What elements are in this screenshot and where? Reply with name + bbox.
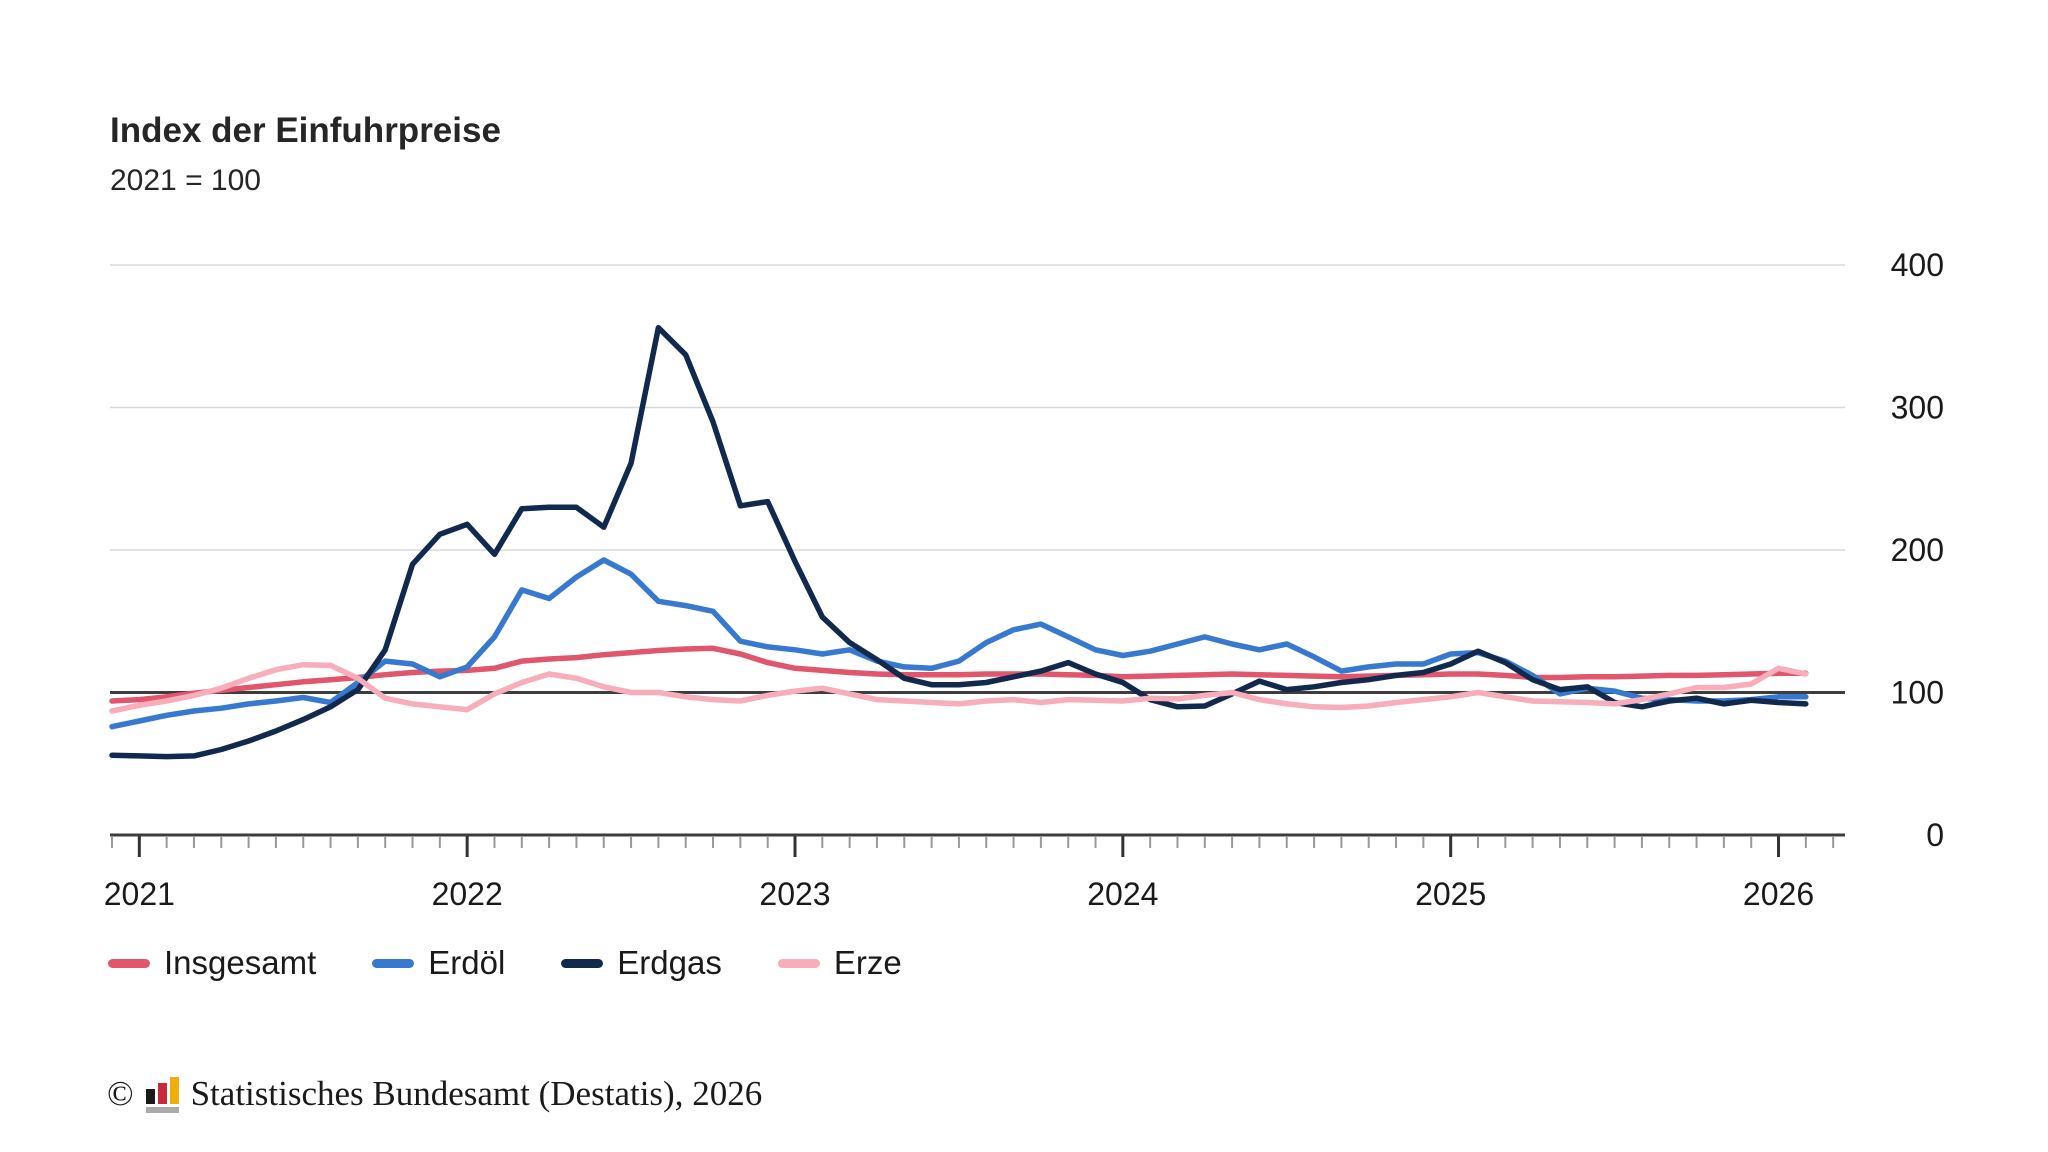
x-axis-label-2025: 2025 — [1415, 876, 1486, 912]
source-footer: © Statistisches Bundesamt (Destatis), 20… — [107, 1074, 762, 1114]
legend-label: Erze — [833, 944, 902, 981]
y-axis-label: 300 — [1891, 390, 1944, 426]
logo-bar-black — [145, 1088, 155, 1104]
series-line-erdöl — [109, 557, 1809, 730]
y-axis-label: 100 — [1891, 675, 1944, 711]
copyright-symbol: © — [107, 1074, 134, 1113]
y-axis-label: 0 — [1926, 817, 1944, 853]
destatis-logo-icon — [145, 1076, 179, 1113]
legend-label: Insgesamt — [164, 944, 317, 981]
y-axis-label: 200 — [1891, 532, 1944, 568]
series-line-erdgas — [109, 324, 1809, 760]
logo-bar-yellow — [169, 1076, 179, 1104]
legend-swatch-erze — [777, 958, 820, 968]
legend-swatch-insgesamt — [108, 958, 150, 968]
x-axis-label-2023: 2023 — [759, 876, 830, 912]
legend-swatch-erdöl — [372, 958, 415, 968]
x-axis-label-2021: 2021 — [104, 876, 175, 912]
chart-title: Index der Einfuhrpreise — [110, 111, 501, 150]
legend-item-insgesamt[interactable]: Insgesamt — [108, 944, 316, 982]
legend-label: Erdgas — [617, 944, 722, 981]
source-text: Statistisches Bundesamt (Destatis), 2026 — [190, 1074, 763, 1113]
legend-item-erdöl[interactable]: Erdöl — [372, 944, 505, 982]
x-axis-label-2026: 2026 — [1743, 876, 1814, 912]
legend-label: Erdöl — [428, 944, 506, 981]
x-axis-label-2022: 2022 — [432, 876, 503, 912]
logo-bar-red — [157, 1082, 167, 1104]
legend-item-erze[interactable]: Erze — [777, 944, 902, 982]
series-line-erze — [109, 661, 1809, 714]
legend-swatch-erdgas — [561, 958, 604, 968]
chart-legend: Insgesamt Erdöl Erdgas Erze — [108, 944, 902, 982]
chart-subtitle: 2021 = 100 — [110, 164, 261, 197]
legend-item-erdgas[interactable]: Erdgas — [561, 944, 722, 982]
logo-base-bar — [145, 1106, 179, 1113]
x-axis-label-2024: 2024 — [1087, 876, 1158, 912]
y-axis-label: 400 — [1891, 247, 1944, 283]
